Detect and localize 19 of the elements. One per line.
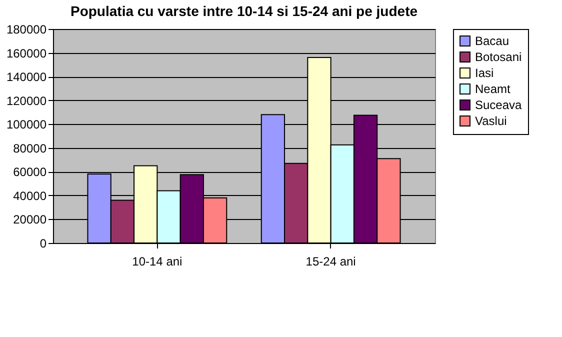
y-tick-label: 60000 <box>13 165 47 180</box>
legend-label: Suceava <box>475 98 522 112</box>
y-tick-label: 100000 <box>6 118 47 132</box>
legend-label: Neamt <box>475 82 512 96</box>
y-tick-label: 120000 <box>6 94 47 108</box>
y-tick-label: 40000 <box>13 188 47 203</box>
y-tick-label: 0 <box>40 236 47 250</box>
x-tick-label: 10-14 ani <box>132 254 182 268</box>
y-tick-label: 20000 <box>13 212 47 227</box>
x-tick-label: 15-24 ani <box>306 254 356 268</box>
y-tick-label: 80000 <box>13 141 47 156</box>
chart-title: Populatia cu varste intre 10-14 si 15-24 ani pe judete <box>70 3 418 19</box>
legend-label: Botosani <box>475 50 522 64</box>
legend-label: Bacau <box>475 34 510 48</box>
y-tick-label: 160000 <box>6 46 47 60</box>
legend-label: Vaslui <box>475 114 507 128</box>
y-tick-label: 180000 <box>6 22 47 36</box>
legend-label: Iasi <box>475 66 494 80</box>
y-tick-label: 140000 <box>6 70 47 84</box>
